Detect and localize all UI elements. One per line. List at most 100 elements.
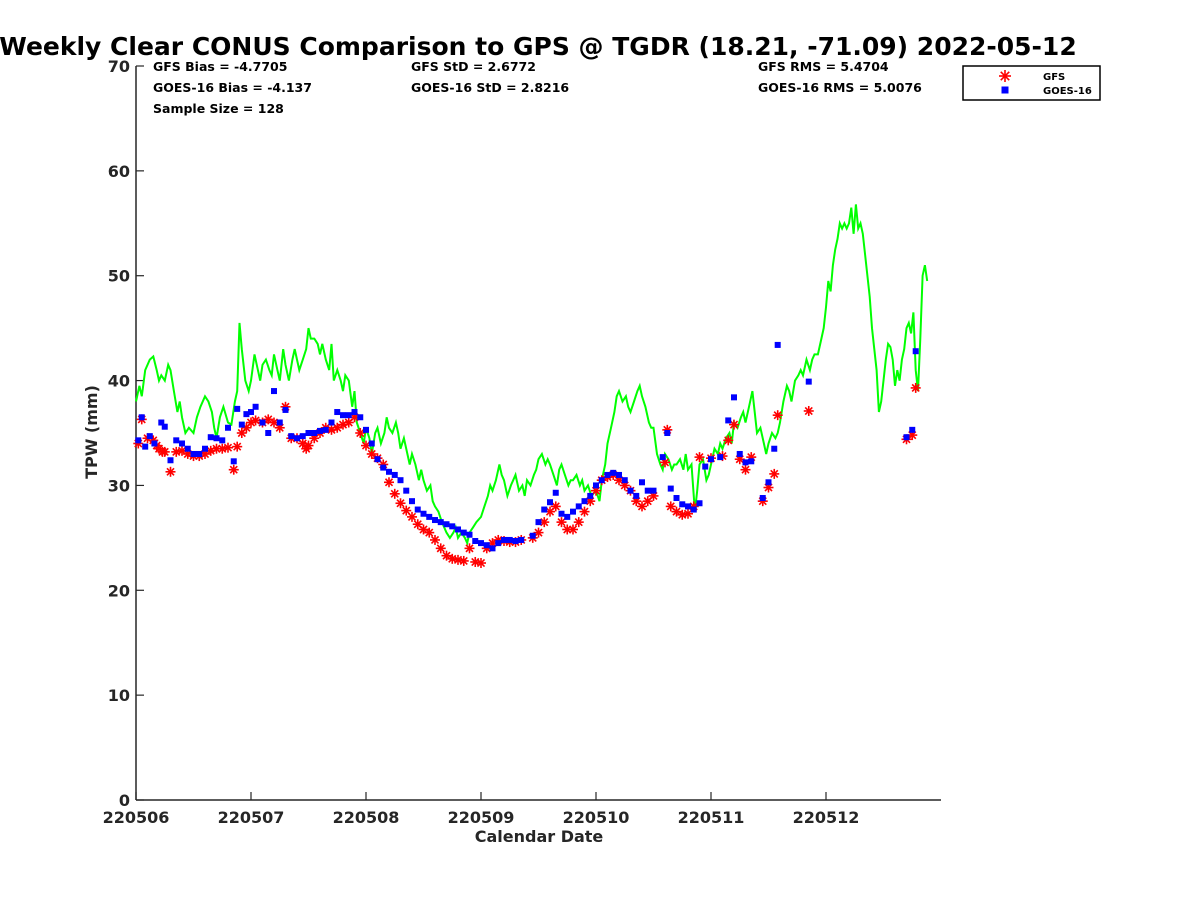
goes-16-point	[363, 426, 369, 433]
goes-16-point	[696, 500, 703, 507]
y-tick-label: 0	[119, 791, 130, 810]
goes-16-point	[659, 454, 666, 461]
x-tick-label: 220508	[333, 808, 400, 827]
goes-16-point	[460, 529, 467, 536]
y-tick-label: 60	[108, 162, 130, 181]
goes-16-point	[151, 440, 158, 447]
goes-16-point	[252, 403, 259, 410]
gfs-point	[740, 464, 751, 475]
goes-16-point	[644, 487, 651, 494]
gfs-point-stroke	[384, 478, 394, 487]
y-tick-label: 30	[108, 476, 130, 495]
gfs-point-stroke	[741, 465, 750, 474]
goes-16-point	[374, 456, 381, 463]
goes-16-point	[345, 412, 352, 419]
gfs-point-stroke	[264, 415, 273, 424]
goes-16-point	[437, 519, 444, 526]
stats-block: GFS Bias = -4.7705 GFS StD = 2.6772 GFS RM…	[153, 59, 922, 116]
gfs-point	[355, 428, 366, 438]
goes-16-point	[774, 341, 781, 348]
goes-16-point	[179, 440, 185, 447]
gfs-point	[361, 440, 371, 451]
goes-16-point	[443, 521, 450, 528]
gfs-point-stroke	[407, 512, 417, 521]
x-tick-label: 220506	[103, 808, 170, 827]
gfs-point-stroke	[160, 447, 169, 456]
stat-text: GOES-16 StD = 2.8216	[411, 80, 569, 95]
gfs-point	[303, 440, 314, 451]
goes-16-point	[478, 540, 484, 547]
gfs-point	[533, 527, 544, 538]
goes-16-point	[909, 426, 916, 433]
gfs-point-stroke	[367, 449, 376, 459]
goes-16-point	[414, 506, 421, 513]
gfs-point	[568, 524, 578, 535]
y-tick-label: 20	[108, 581, 130, 600]
goes-16-point	[639, 479, 645, 486]
goes-16-point	[717, 454, 724, 461]
gfs-point-stroke	[729, 420, 739, 429]
goes-16-point	[271, 388, 277, 395]
legend-label: GOES-16	[1043, 86, 1092, 97]
gfs-point	[683, 508, 693, 519]
goes-16-point	[564, 513, 571, 520]
goes-16-point	[207, 434, 214, 441]
goes-16-point	[225, 424, 231, 431]
goes-16-point	[552, 489, 559, 496]
goes-16-point	[472, 538, 479, 545]
goes-16-point	[547, 499, 553, 506]
goes-16-point	[213, 435, 220, 442]
gfs-point	[772, 410, 783, 421]
goes-16-point	[489, 545, 496, 552]
x-tick-label: 220509	[448, 808, 515, 827]
gfs-point	[389, 488, 400, 499]
gfs-point-stroke	[149, 436, 158, 445]
legend: GFS GOES-16	[962, 65, 1101, 101]
gfs-point	[395, 498, 406, 509]
gfs-point-stroke	[269, 418, 279, 427]
y-axis-label: TPW (mm)	[82, 385, 101, 479]
gfs-point-stroke	[574, 518, 583, 527]
chart-title: Weekly Clear CONUS Comparison to GPS @ T…	[0, 32, 1077, 61]
goes-16-point	[495, 540, 502, 547]
goes-16-point	[184, 445, 191, 452]
goes-16-point	[265, 430, 272, 436]
gfs-point-stroke	[251, 416, 260, 425]
gfs-point	[476, 558, 486, 569]
gfs-point-stroke	[413, 520, 422, 529]
gfs-point-stroke	[695, 453, 704, 462]
goes-16-point	[161, 423, 168, 430]
goes-16-point	[518, 536, 525, 543]
plot-area: 0 10 20 30 40 50 60 70 220506 220507 220508 220509 2…	[103, 57, 941, 827]
goes-16-point	[604, 471, 611, 478]
y-tick-label: 50	[108, 267, 130, 286]
series-goes-16	[135, 341, 919, 552]
gfs-point-stroke	[304, 441, 313, 450]
gfs-point-stroke	[540, 518, 549, 527]
goes-16-point	[506, 536, 513, 543]
goes-16-point	[483, 542, 490, 549]
goes-16-point	[673, 495, 680, 502]
x-tick-label: 220510	[563, 808, 630, 827]
goes-16-point	[426, 513, 433, 520]
gfs-point	[232, 441, 243, 452]
gfs-point-stroke	[425, 528, 434, 537]
goes-16-point	[357, 414, 364, 421]
goes-16-point	[650, 487, 657, 494]
goes-16-point	[633, 492, 640, 499]
stat-text: GFS StD = 2.6772	[411, 59, 536, 74]
goes-16-point	[570, 508, 576, 515]
goes-16-point	[202, 445, 208, 452]
goes-16-point	[409, 498, 415, 505]
gfs-point	[236, 428, 247, 438]
gfs-point	[464, 543, 475, 554]
y-tick-label: 40	[108, 372, 130, 391]
goes-16-point	[558, 510, 565, 517]
goes-16-point	[759, 495, 766, 502]
goes-16-point	[621, 477, 628, 484]
goes-16-point	[386, 468, 392, 475]
gfs-point-stroke	[580, 507, 589, 516]
gfs-point-stroke	[683, 509, 693, 518]
gfs-point-stroke	[534, 528, 543, 537]
gfs-point-stroke	[804, 406, 813, 416]
